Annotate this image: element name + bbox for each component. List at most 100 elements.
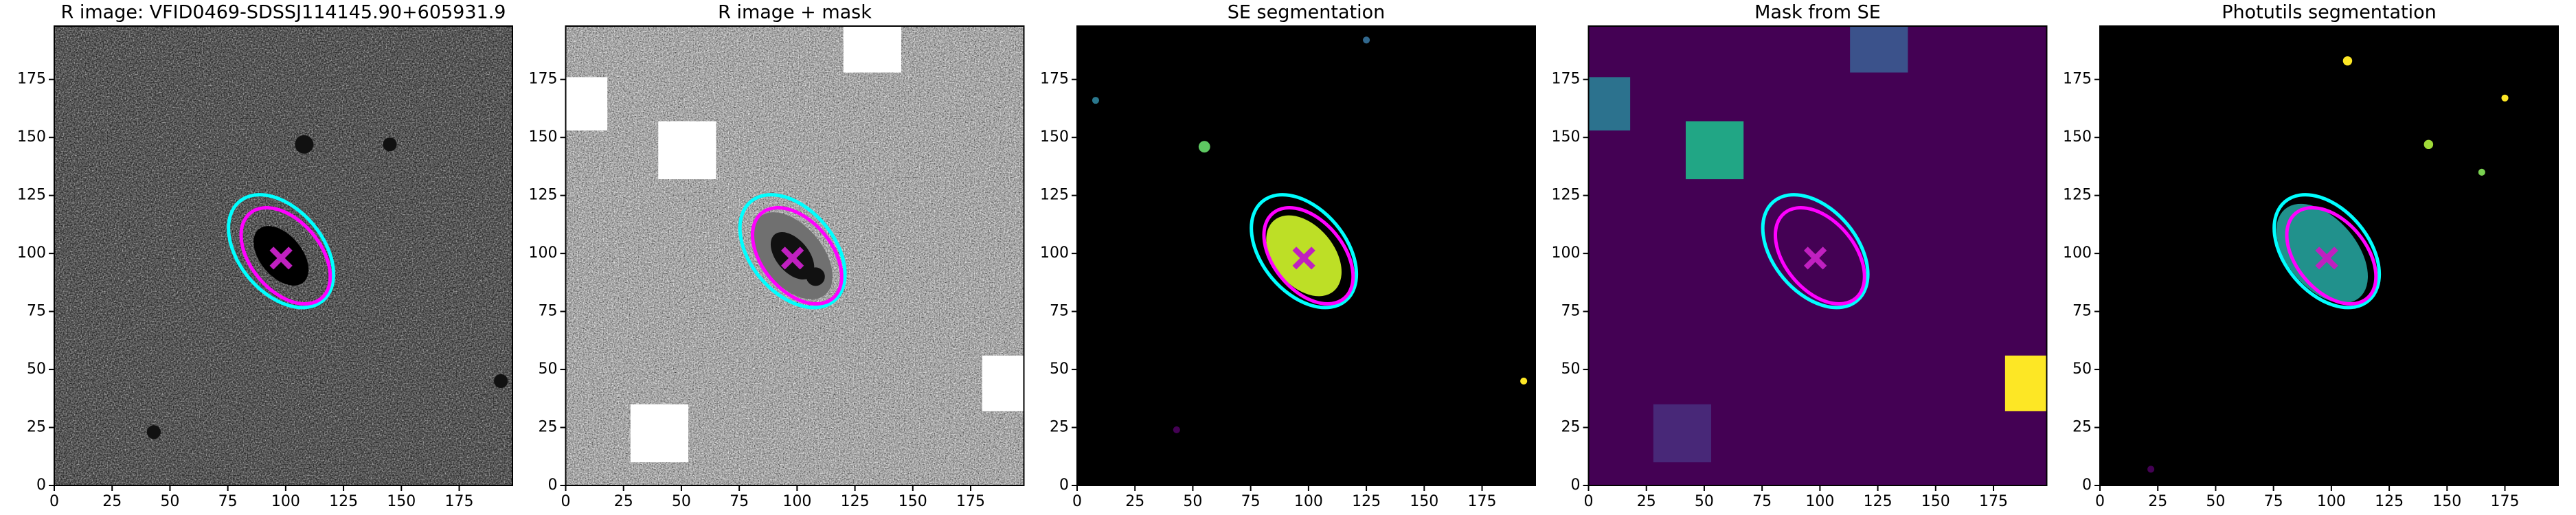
- source-blob: [2424, 139, 2434, 150]
- source-blob: [2147, 466, 2155, 473]
- x-tick-label: 25: [1637, 493, 1656, 510]
- source-blob: [1198, 141, 1210, 153]
- x-tick-label: 175: [1468, 493, 1497, 510]
- y-tick-label: 0: [1571, 477, 1581, 494]
- x-tick-label: 175: [956, 493, 985, 510]
- y-tick-label: 75: [1050, 303, 1069, 320]
- x-tick-label: 125: [2375, 493, 2404, 510]
- ellipse-outline: [227, 193, 336, 310]
- y-tick-label: 75: [2072, 303, 2092, 320]
- y-tick-label: 0: [2082, 477, 2092, 494]
- x-tick-label: 100: [1805, 493, 1834, 510]
- y-tick-label: 175: [1552, 71, 1581, 88]
- x-tick-label: 150: [2432, 493, 2461, 510]
- x-tick-label: 100: [1294, 493, 1323, 510]
- mask-region: [1850, 26, 1908, 73]
- source-blob: [146, 425, 161, 439]
- x-tick-label: 100: [782, 493, 811, 510]
- y-tick-label: 175: [529, 71, 558, 88]
- source-blob: [2342, 56, 2353, 66]
- panel: 0 25 50 75 100 125 150 175 0 25 50 75 100 125 150 175 Ph…: [2063, 2, 2559, 510]
- y-tick-label: 0: [36, 477, 46, 494]
- ellipse-outline: [1773, 206, 1866, 306]
- mask-region: [982, 355, 1024, 411]
- x-tick-label: 75: [218, 493, 238, 510]
- y-tick-label: 100: [17, 244, 46, 262]
- y-tick-label: 100: [2063, 244, 2092, 262]
- x-tick-label: 0: [2095, 493, 2105, 510]
- y-tick-label: 50: [1561, 360, 1581, 378]
- x-tick-label: 150: [387, 493, 416, 510]
- panel-title: R image + mask: [718, 2, 872, 23]
- y-tick-label: 100: [1552, 244, 1581, 262]
- mask-region: [843, 26, 901, 73]
- ellipse-outline: [2272, 193, 2382, 310]
- x-tick-label: 125: [841, 493, 870, 510]
- x-tick-label: 25: [102, 493, 122, 510]
- y-tick-label: 25: [1050, 419, 1069, 436]
- y-tick-label: 50: [2072, 360, 2092, 378]
- x-tick-label: 125: [329, 493, 358, 510]
- y-tick-label: 50: [1050, 360, 1069, 378]
- y-tick-label: 175: [2063, 71, 2092, 88]
- x-tick-label: 0: [1584, 493, 1594, 510]
- mask-region: [1653, 404, 1712, 463]
- image-area: [2100, 26, 2558, 485]
- x-tick-label: 175: [445, 493, 474, 510]
- source-blob: [295, 135, 314, 154]
- x-tick-label: 25: [1125, 493, 1144, 510]
- y-tick-label: 150: [1040, 128, 1069, 146]
- y-tick-label: 75: [27, 303, 46, 320]
- y-tick-label: 50: [27, 360, 46, 378]
- ellipse-outline: [239, 206, 332, 306]
- mask-region: [1588, 77, 1631, 131]
- panel-title: R image: VFID0469-SDSSJ114145.90+605931.…: [61, 2, 506, 23]
- x-tick-label: 25: [614, 493, 633, 510]
- ellipse-outline: [750, 206, 844, 306]
- mask-region: [630, 404, 689, 463]
- source-blob: [1092, 97, 1100, 104]
- image-area: [54, 26, 512, 485]
- x-tick-label: 50: [2206, 493, 2225, 510]
- y-tick-label: 125: [529, 187, 558, 204]
- y-tick-label: 100: [529, 244, 558, 262]
- source-blob: [806, 267, 825, 286]
- x-tick-label: 50: [672, 493, 691, 510]
- x-tick-label: 150: [1921, 493, 1950, 510]
- x-tick-label: 25: [2148, 493, 2167, 510]
- y-tick-label: 175: [17, 71, 46, 88]
- y-tick-label: 50: [539, 360, 558, 378]
- panel: 0 25 50 75 100 125 150 175 0 25 50 75 100 125 150 175 Ma…: [1552, 2, 2048, 510]
- panel: 0 25 50 75 100 125 150 175 0 25 50 75 100 125 150 175 R …: [17, 2, 513, 510]
- panel-title: Photutils segmentation: [2222, 2, 2437, 23]
- ellipse-outline: [1250, 193, 1359, 310]
- y-tick-label: 25: [2072, 419, 2092, 436]
- panel: 0 25 50 75 100 125 150 175 0 25 50 75 100 125 150 175 R …: [529, 2, 1025, 510]
- y-tick-label: 25: [1561, 419, 1581, 436]
- x-tick-label: 150: [899, 493, 927, 510]
- center-marker: [780, 247, 804, 270]
- y-tick-label: 150: [529, 128, 558, 146]
- y-tick-label: 100: [1040, 244, 1069, 262]
- source-blob: [2478, 168, 2485, 176]
- source-blob: [1363, 36, 1370, 44]
- axes-frame: [1588, 25, 2048, 486]
- x-tick-label: 175: [1979, 493, 2008, 510]
- axes-frame: [2099, 25, 2559, 486]
- x-tick-label: 75: [1241, 493, 1261, 510]
- axes-frame: [54, 25, 513, 486]
- y-tick-label: 75: [539, 303, 558, 320]
- image-area: [1077, 26, 1535, 485]
- image-area: [1588, 26, 2047, 485]
- x-tick-label: 100: [271, 493, 300, 510]
- panel-title: SE segmentation: [1228, 2, 1385, 23]
- x-tick-label: 75: [1752, 493, 1772, 510]
- y-tick-label: 0: [1059, 477, 1069, 494]
- source-blob: [2501, 94, 2509, 102]
- x-tick-label: 50: [160, 493, 179, 510]
- y-tick-label: 125: [1552, 187, 1581, 204]
- axes-frame: [565, 25, 1025, 486]
- x-tick-label: 125: [1352, 493, 1381, 510]
- x-tick-label: 100: [2317, 493, 2346, 510]
